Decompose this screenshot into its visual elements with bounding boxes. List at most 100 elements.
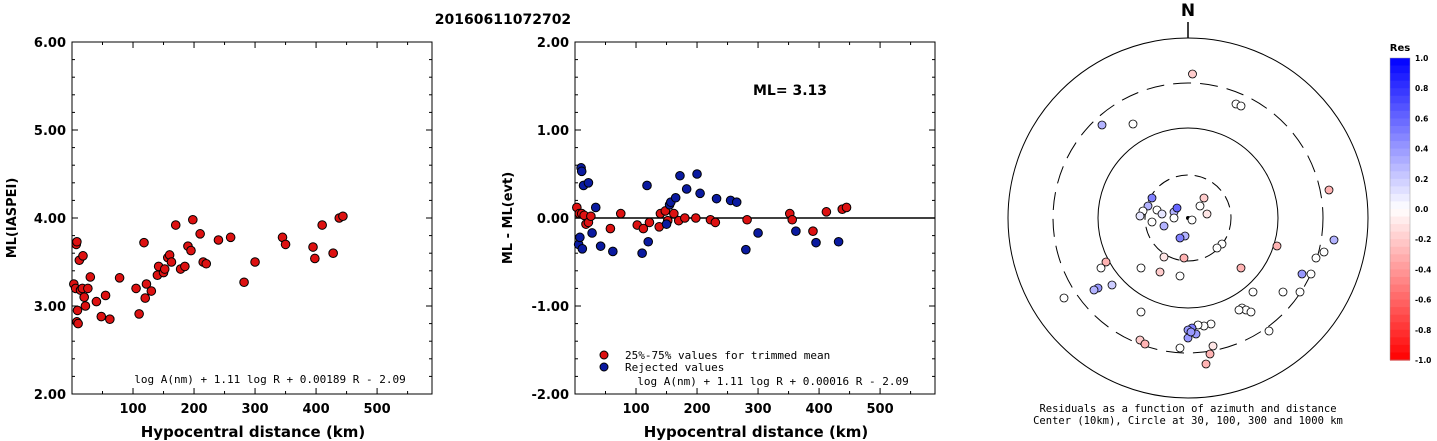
x-tick-label: 400 — [302, 402, 329, 417]
station-residual-point — [1175, 271, 1185, 281]
y-tick-label: 4.00 — [34, 212, 66, 227]
station-residual-point — [1246, 307, 1256, 317]
colorbar-segment — [1390, 178, 1410, 187]
data-point — [680, 213, 690, 223]
legend-marker-trimmed — [599, 350, 609, 360]
station-residual-point — [1187, 215, 1197, 225]
colorbar-tick-label: -0.2 — [1415, 235, 1431, 244]
station-residual-point — [1186, 327, 1196, 337]
station-residual-point — [1306, 269, 1316, 279]
colorbar-tick-label: 1.0 — [1415, 54, 1428, 63]
data-point — [180, 261, 190, 272]
colorbar-segment — [1390, 246, 1410, 255]
colorbar-segment — [1390, 254, 1410, 263]
data-point — [833, 236, 844, 247]
station-residual-point — [1147, 193, 1157, 203]
colorbar-segment — [1390, 216, 1410, 225]
range-circle-30km — [1144, 174, 1232, 262]
colorbar-segment — [1390, 148, 1410, 157]
colorbar-segment — [1390, 337, 1410, 346]
x-tick-label: 200 — [683, 402, 710, 417]
colorbar-segment — [1390, 88, 1410, 97]
data-point — [166, 257, 177, 267]
colorbar-segment — [1390, 80, 1410, 89]
data-point — [586, 211, 596, 222]
y-tick-label: 2.00 — [537, 36, 569, 51]
data-point — [695, 188, 705, 199]
station-residual-point — [1136, 263, 1146, 273]
data-point — [225, 232, 236, 243]
range-circle-300km — [1052, 82, 1324, 354]
colorbar-tick-label: -0.4 — [1415, 265, 1431, 274]
data-point — [577, 244, 588, 254]
range-circle-1000km — [1007, 37, 1369, 399]
station-residual-point — [1140, 339, 1150, 349]
station-residual-point — [1179, 253, 1189, 263]
magnitude-vs-distance-chart: 100 200 300 400 500 2.00 3.00 4.00 5.00 6.00 log … — [5, 36, 433, 441]
y-tick-label: 5.00 — [34, 124, 66, 139]
station-residual-point — [1159, 252, 1169, 262]
data-point — [710, 217, 721, 228]
data-point — [72, 236, 82, 247]
station-residual-point — [1155, 267, 1165, 277]
colorbar-segment — [1390, 163, 1410, 172]
colorbar-segment — [1390, 344, 1410, 354]
colorbar-segment — [1390, 110, 1410, 119]
x-tick-label: 100 — [119, 402, 146, 417]
formula-label: log A(nm) + 1.11 log R + 0.00189 R - 2.0… — [134, 373, 406, 386]
station-residual-point — [1212, 243, 1222, 253]
data-point — [587, 228, 597, 238]
data-point — [96, 311, 107, 322]
data-point — [741, 244, 751, 255]
colorbar-segment — [1390, 95, 1410, 104]
colorbar-segment — [1390, 231, 1410, 240]
station-residual-point — [1329, 235, 1339, 245]
station-residual-point — [1101, 257, 1111, 267]
map-caption-line2: Center (10km), Circle at 30, 100, 300 an… — [1033, 415, 1343, 427]
data-point — [73, 318, 83, 329]
colorbar-segment — [1390, 322, 1410, 331]
y-tick-label: 3.00 — [34, 300, 66, 315]
y-tick-label: 2.00 — [34, 388, 66, 403]
data-point — [787, 214, 798, 225]
data-point — [131, 283, 141, 294]
station-residual-point — [1175, 343, 1185, 353]
x-tick-label: 300 — [241, 402, 268, 417]
plot-frame — [71, 41, 433, 395]
station-residual-point — [1175, 233, 1185, 243]
data-point — [83, 283, 93, 294]
colorbar-segment — [1390, 103, 1410, 112]
data-point — [642, 180, 652, 191]
station-residual-point — [1169, 213, 1179, 223]
station-residual-point — [1159, 221, 1169, 231]
data-point — [841, 202, 852, 213]
data-point — [239, 277, 249, 288]
colorbar-segment — [1390, 224, 1410, 233]
station-residual-point — [1136, 307, 1146, 317]
data-point — [141, 279, 152, 289]
figure-title: 20160611072702 — [435, 12, 571, 28]
data-point — [195, 229, 205, 239]
colorbar-segment — [1390, 186, 1410, 195]
data-point — [583, 178, 594, 188]
colorbar-segment — [1390, 307, 1410, 316]
station-residual-point — [1157, 209, 1167, 219]
colorbar-tick-label: 0.2 — [1415, 175, 1428, 184]
y-tick-label: 6.00 — [34, 36, 66, 51]
data-point — [681, 184, 692, 194]
x-tick-label: 300 — [744, 402, 771, 417]
data-point — [821, 207, 832, 217]
data-point — [105, 314, 115, 325]
station-residual-point — [1278, 287, 1288, 297]
formula-label: log A(nm) + 1.11 log R + 0.00016 R - 2.0… — [637, 375, 909, 388]
data-point — [669, 208, 679, 219]
colorbar-tick-label: -0.8 — [1415, 326, 1431, 335]
colorbar-segment — [1390, 141, 1410, 150]
colorbar-segment — [1390, 299, 1410, 308]
colorbar-tick-label: 0.4 — [1415, 145, 1428, 154]
data-point — [188, 214, 198, 225]
colorbar-tick-label: 0.0 — [1415, 205, 1428, 214]
colorbar-segment — [1390, 73, 1410, 82]
data-point — [80, 301, 91, 311]
